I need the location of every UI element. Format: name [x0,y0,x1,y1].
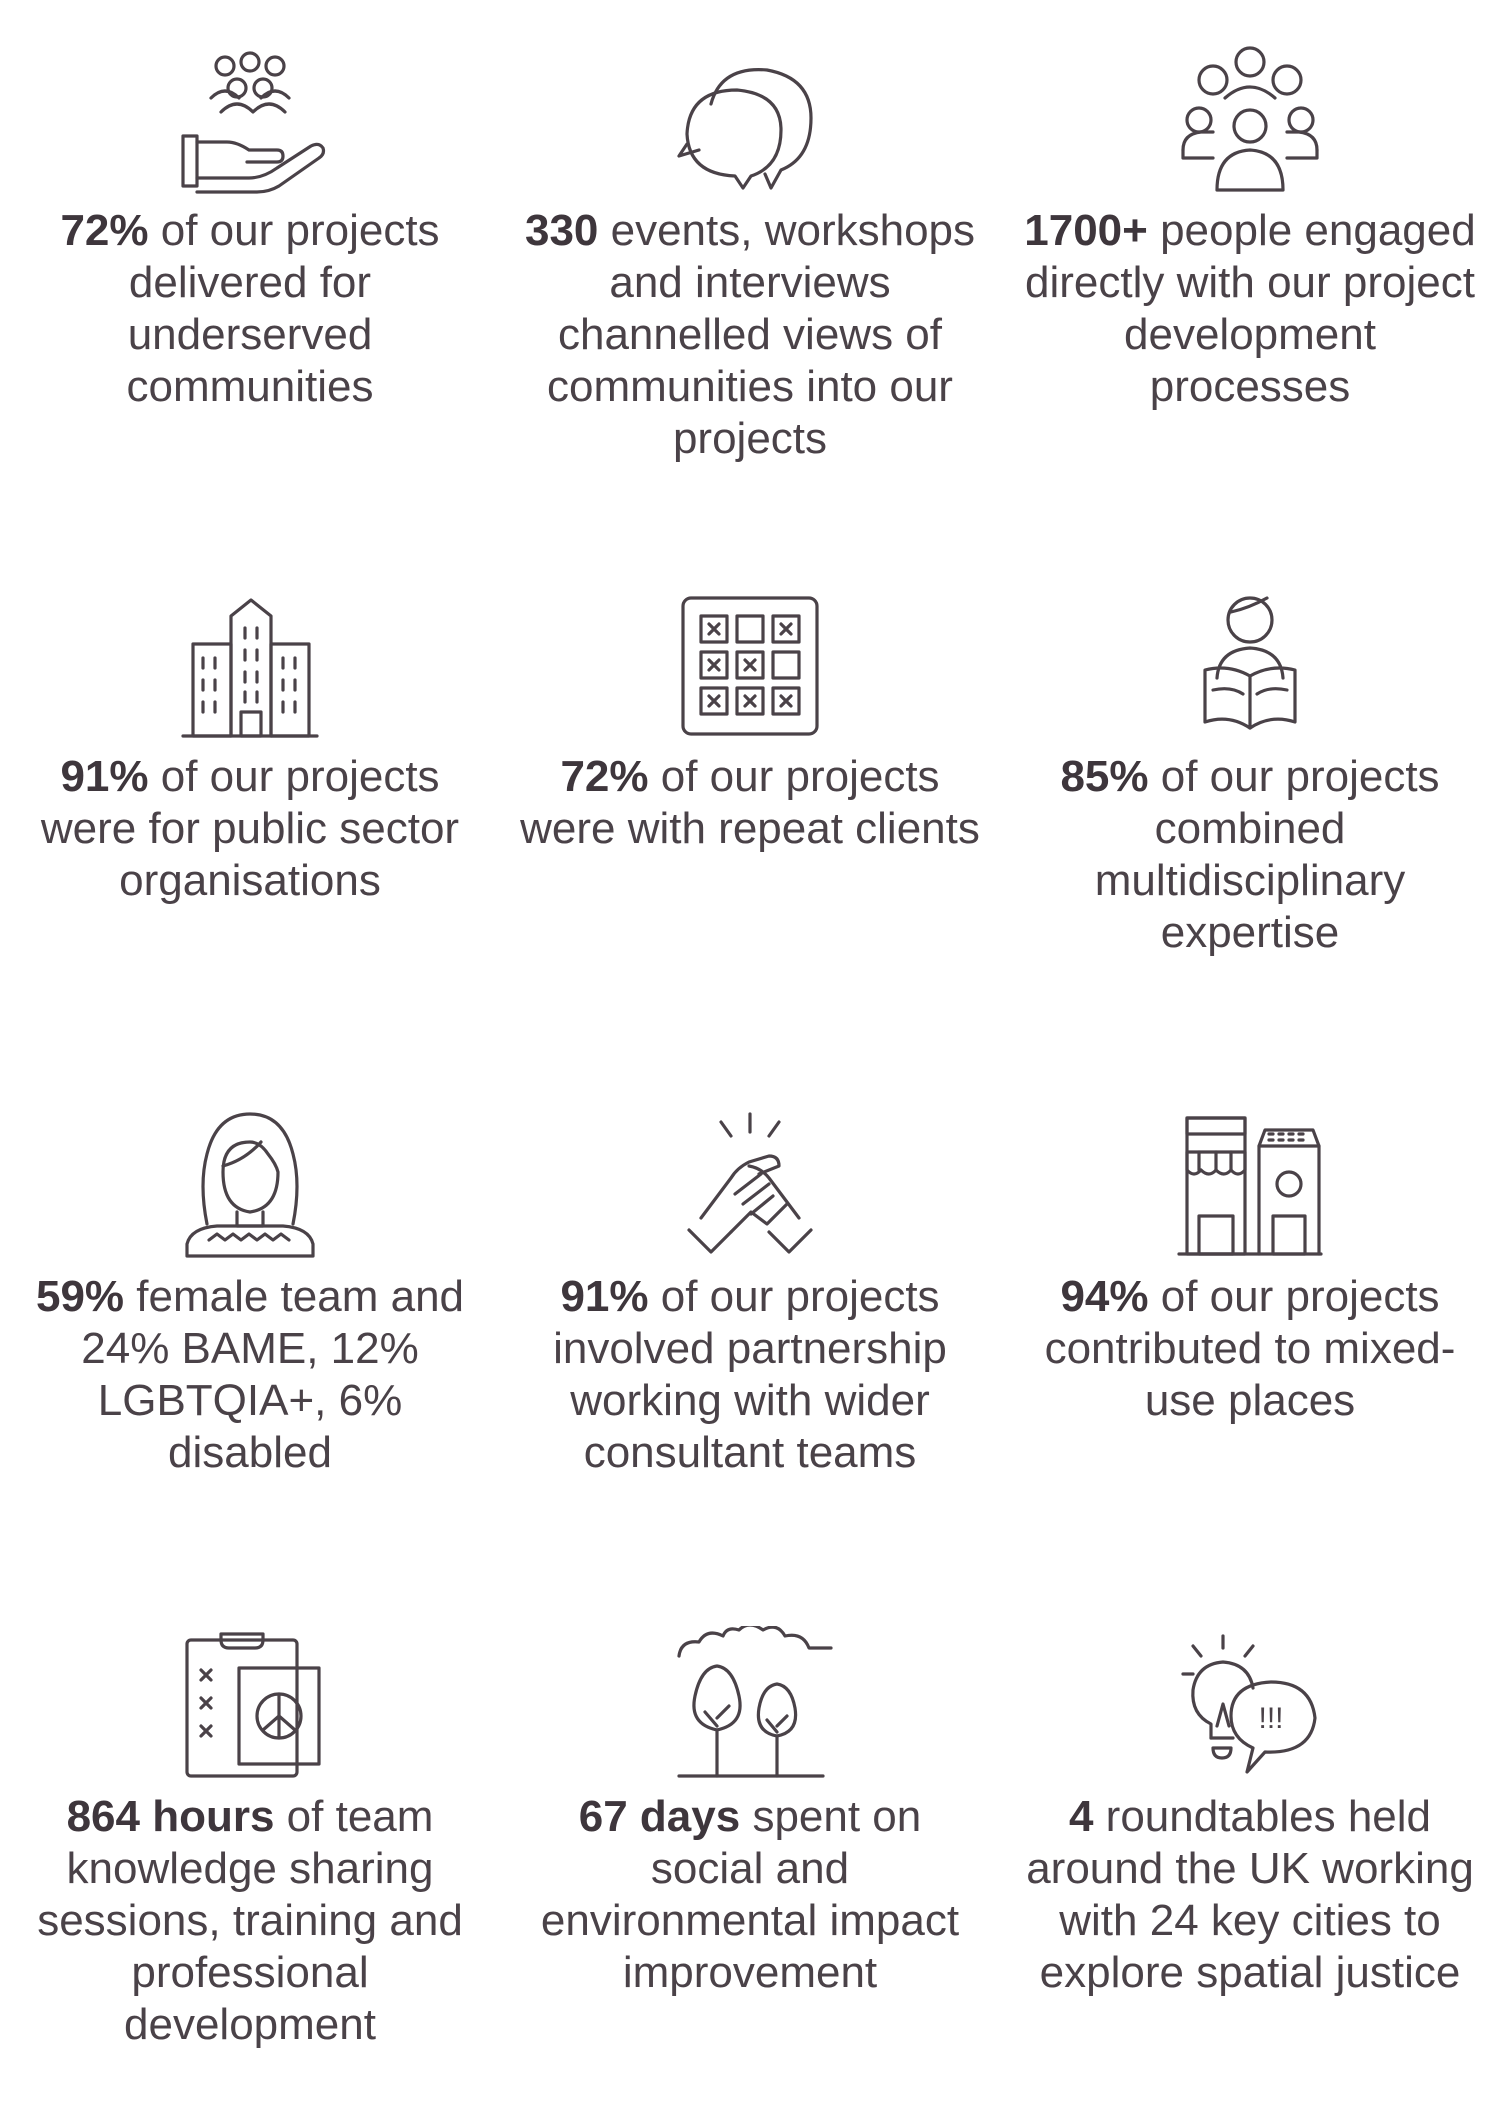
stat-card: 72% of our projects were with repeat cli… [500,546,1000,1066]
handshake-icon [665,1106,835,1266]
stat-text: of our projects delivered for underserve… [126,206,440,411]
stat-highlight: 91% [560,1272,649,1321]
stat-text: of our projects involved partnership wor… [553,1272,947,1477]
stat-text: of team knowledge sharing sessions, trai… [37,1792,463,2049]
people-group-icon [1165,40,1335,200]
shopfronts-icon [1165,1106,1335,1266]
stat-caption: 94% of our projects contributed to mixed… [1020,1271,1480,1427]
stat-text: roundtables held around the UK working w… [1026,1792,1474,1997]
woman-portrait-icon [165,1106,335,1266]
stat-caption: 91% of our projects involved partnership… [520,1271,980,1479]
exclaim-glyph: !!! [1258,1702,1283,1735]
stat-highlight: 4 [1068,1792,1094,1841]
stat-highlight: 91% [60,752,149,801]
stat-text: of our projects were with repeat clients [520,752,980,853]
stat-highlight: 1700+ [1024,206,1148,255]
stat-card: 91% of our projects were for public sect… [0,546,500,1066]
stat-card: 59% female team and 24% BAME, 12% LGBTQI… [0,1066,500,1586]
stat-highlight: 72% [560,752,649,801]
stat-highlight: 72% [60,206,149,255]
stat-highlight: 67 days [578,1792,741,1841]
stat-text: of our projects contributed to mixed-use… [1044,1272,1456,1425]
stat-caption: 72% of our projects delivered for unders… [20,205,480,413]
stat-highlight: 94% [1060,1272,1149,1321]
trees-clouds-icon [665,1626,835,1786]
person-reading-icon [1165,586,1335,746]
stat-card: 85% of our projects combined multidiscip… [1000,546,1500,1066]
stat-card: 1700+ people engaged directly with our p… [1000,0,1500,546]
stat-card: !!! 4 roundtables held around the UK wor… [1000,1586,1500,2111]
stat-caption: 1700+ people engaged directly with our p… [1020,205,1480,413]
stat-text: spent on social and environmental impact… [540,1792,960,1997]
stat-text: events, workshops and interviews channel… [547,206,976,463]
stat-card: 91% of our projects involved partnership… [500,1066,1000,1586]
stat-card: 67 days spent on social and environmenta… [500,1586,1000,2111]
stat-caption: 59% female team and 24% BAME, 12% LGBTQI… [20,1271,480,1479]
stat-caption: 91% of our projects were for public sect… [20,751,480,907]
stat-text: people engaged directly with our project… [1025,206,1476,411]
stat-text: female team and 24% BAME, 12% LGBTQIA+, … [81,1272,465,1477]
stat-highlight: 330 [524,206,599,255]
grid-checklist-icon [665,586,835,746]
stat-caption: 85% of our projects combined multidiscip… [1020,751,1480,959]
stat-caption: 4 roundtables held around the UK working… [1020,1791,1480,1999]
stat-card: 864 hours of team knowledge sharing sess… [0,1586,500,2111]
clipboard-peace-icon [165,1626,335,1786]
stat-card: 72% of our projects delivered for unders… [0,0,500,546]
lightbulb-speech-icon: !!! [1165,1626,1335,1786]
speech-bubbles-icon [665,40,835,200]
stat-highlight: 85% [1060,752,1149,801]
stat-card: 94% of our projects contributed to mixed… [1000,1066,1500,1586]
buildings-icon [165,586,335,746]
stat-caption: 72% of our projects were with repeat cli… [520,751,980,855]
stat-highlight: 59% [35,1272,125,1321]
stat-caption: 330 events, workshops and interviews cha… [520,205,980,465]
stat-caption: 67 days spent on social and environmenta… [520,1791,980,1999]
stat-caption: 864 hours of team knowledge sharing sess… [20,1791,480,2051]
stat-text: of our projects combined multidisciplina… [1094,752,1440,957]
stat-card: 330 events, workshops and interviews cha… [500,0,1000,546]
stat-text: of our projects were for public sector o… [40,752,460,905]
stat-highlight: 864 hours [66,1792,275,1841]
hand-community-icon [165,40,335,200]
